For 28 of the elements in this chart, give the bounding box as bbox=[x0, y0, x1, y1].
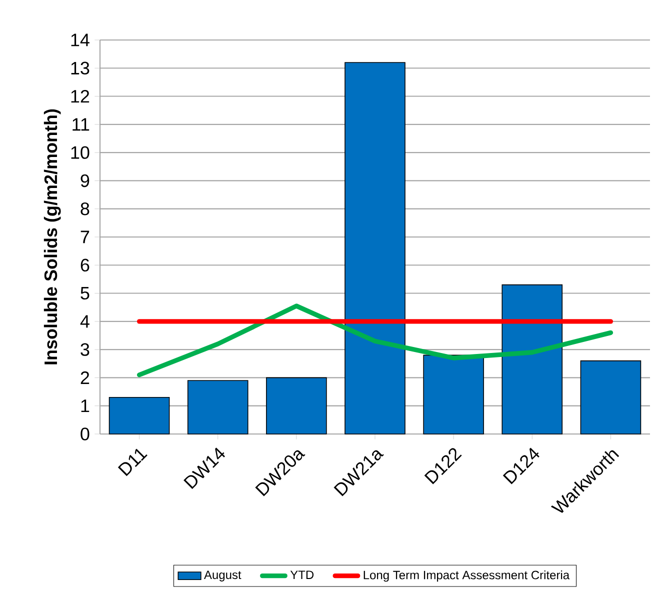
y-tick-label: 14 bbox=[71, 34, 90, 46]
legend-label: Long Term Impact Assessment Criteria bbox=[364, 570, 570, 582]
y-tick-label: 4 bbox=[80, 315, 90, 328]
x-tick-label: D11 bbox=[118, 448, 148, 476]
bar bbox=[423, 354, 484, 434]
y-tick-label: 11 bbox=[72, 118, 90, 131]
y-axis-title: Insoluble Solids (g/m2/month) bbox=[44, 109, 61, 364]
bar bbox=[108, 397, 170, 434]
y-tick-label: 2 bbox=[80, 371, 90, 384]
legend-label: August bbox=[204, 570, 242, 582]
y-tick-label: 12 bbox=[71, 90, 90, 103]
y-tick-label: 1 bbox=[81, 400, 90, 412]
y-tick-label: 5 bbox=[80, 287, 90, 300]
bar bbox=[344, 62, 406, 434]
legend-label: YTD bbox=[290, 570, 314, 579]
y-tick-label: 13 bbox=[71, 62, 90, 74]
y-tick-label: 10 bbox=[71, 146, 90, 159]
y-tick-label: 0 bbox=[80, 428, 90, 440]
bar bbox=[187, 380, 248, 434]
y-tick-label: 3 bbox=[80, 343, 90, 356]
bar bbox=[580, 360, 642, 434]
y-tick-label: 9 bbox=[80, 174, 90, 188]
y-tick-label: 7 bbox=[80, 230, 90, 244]
bar bbox=[502, 284, 563, 434]
line-series bbox=[136, 304, 614, 378]
y-tick-label: 6 bbox=[80, 258, 90, 272]
bar bbox=[266, 377, 327, 434]
y-tick-label: 8 bbox=[80, 202, 90, 216]
